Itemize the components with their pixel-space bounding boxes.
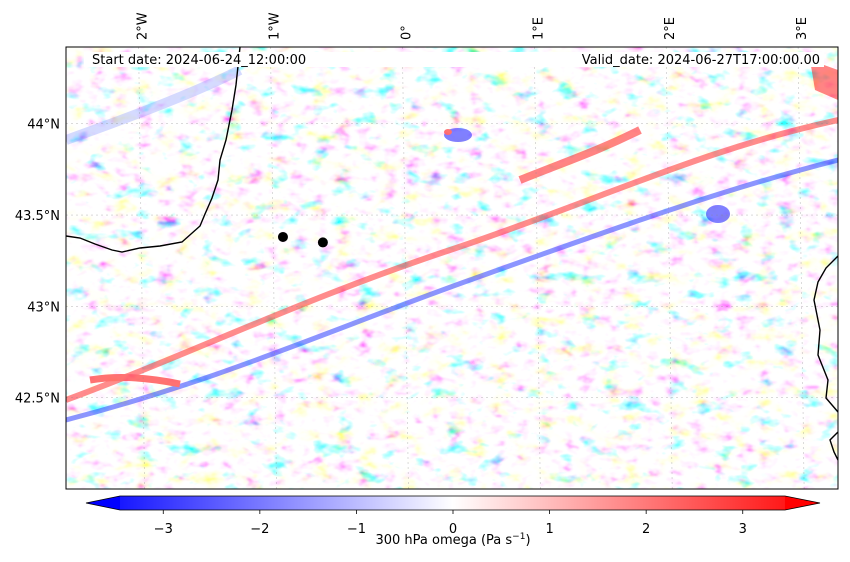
coastline-atlantic (66, 47, 241, 253)
meridian-gridline (402, 47, 409, 489)
map-gridlines (66, 47, 838, 489)
meridian-gridline (797, 47, 805, 489)
coastline-mediterranean-south (829, 431, 838, 461)
colorbar-label-end: ) (525, 533, 530, 548)
longitude-tick-label: 2°W (136, 12, 151, 40)
latitude-tick-label: 43°N (27, 300, 60, 315)
longitude-tick-label: 1°E (531, 17, 546, 40)
colorbar-label: 300 hPa omega (Pa s−1) (375, 532, 530, 548)
valid-date-label: Valid_date: 2024-06-27T17:00:00.00 (582, 53, 820, 68)
latitude-labels: 44°N 43.5°N 43°N 42.5°N (15, 118, 60, 407)
colorbar-tick-label: 0 (449, 522, 457, 537)
colorbar-tick-label: 3 (739, 522, 747, 537)
longitude-tick-label: 1°W (268, 12, 283, 40)
colorbar: −3 −2 −1 0 1 2 3 300 hPa omega (Pa s−1) (85, 495, 821, 548)
colorbar-extend-min (86, 496, 120, 510)
colorbar-tick-label: −1 (347, 522, 366, 537)
colorbar-ticks: −3 −2 −1 0 1 2 3 (154, 510, 747, 537)
colorbar-tick-label: −3 (154, 522, 173, 537)
colorbar-extend-max (785, 496, 820, 510)
colorbar-tick-label: 2 (642, 522, 650, 537)
colorbar-tick-label: 1 (545, 522, 553, 537)
colorbar-label-text: 300 hPa omega (Pa s (375, 533, 512, 548)
colorbar-tick-label: −2 (250, 522, 269, 537)
meridian-gridline (534, 47, 541, 489)
latitude-tick-label: 43.5°N (15, 209, 60, 224)
omega-field-streaks (66, 60, 838, 423)
colorbar-gradient (86, 496, 820, 510)
longitude-tick-label: 3°E (795, 17, 810, 40)
station-markers (277, 231, 328, 248)
coastline-mediterranean (813, 255, 838, 413)
latitude-tick-label: 42.5°N (15, 392, 60, 407)
map-plot-area: Start date: 2024-06-24_12:00:00 Valid_da… (65, 46, 839, 490)
longitude-tick-label: 2°E (663, 17, 678, 40)
meridian-gridline (270, 47, 277, 489)
latitude-tick-label: 44°N (27, 118, 60, 133)
start-date-label: Start date: 2024-06-24_12:00:00 (92, 53, 306, 68)
meridian-gridline (665, 47, 673, 489)
station-marker (317, 237, 328, 248)
station-marker (277, 231, 288, 242)
colorbar-label-superscript: −1 (512, 532, 525, 542)
date-label-background (84, 52, 824, 67)
colorbar-outline (85, 495, 821, 511)
meridian-gridline (138, 47, 145, 489)
longitude-tick-label: 0° (399, 25, 414, 40)
map-frame (65, 46, 839, 490)
omega-field-raster (66, 47, 838, 489)
longitude-labels: 2°W 1°W 0° 1°E 2°E 3°E (136, 12, 811, 40)
